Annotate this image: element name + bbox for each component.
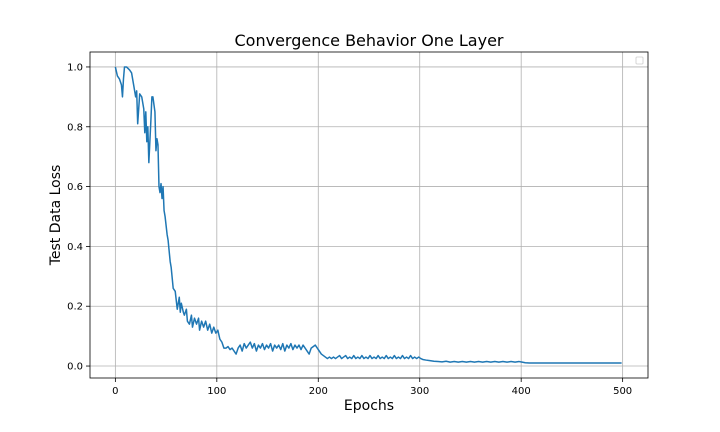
x-tick-label: 100 [207, 386, 226, 397]
chart-title: Convergence Behavior One Layer [235, 31, 504, 50]
y-axis-ticks: 0.0 0.2 0.4 0.6 0.8 1.0 [67, 62, 90, 373]
legend-box [635, 56, 644, 65]
series-layer [114, 66, 622, 364]
x-tick-label: 300 [410, 386, 429, 397]
series-line-0 [114, 66, 622, 364]
plot-frame [89, 51, 649, 379]
grid [90, 52, 648, 378]
x-tick-label: 500 [613, 386, 632, 397]
y-tick-label: 1.0 [67, 62, 83, 73]
y-tick-label: 0.2 [67, 302, 83, 313]
x-tick-label: 200 [309, 386, 328, 397]
y-tick-label: 0.6 [67, 182, 83, 193]
x-axis-ticks: 0 100 200 300 400 500 [112, 378, 632, 397]
y-axis-label: Test Data Loss [48, 165, 64, 267]
y-tick-label: 0.4 [67, 242, 83, 253]
x-axis-label: Epochs [344, 398, 394, 414]
y-tick-label: 0.8 [67, 122, 83, 133]
x-tick-label: 400 [512, 386, 531, 397]
y-tick-label: 0.0 [67, 362, 83, 373]
x-tick-label: 0 [112, 386, 118, 397]
